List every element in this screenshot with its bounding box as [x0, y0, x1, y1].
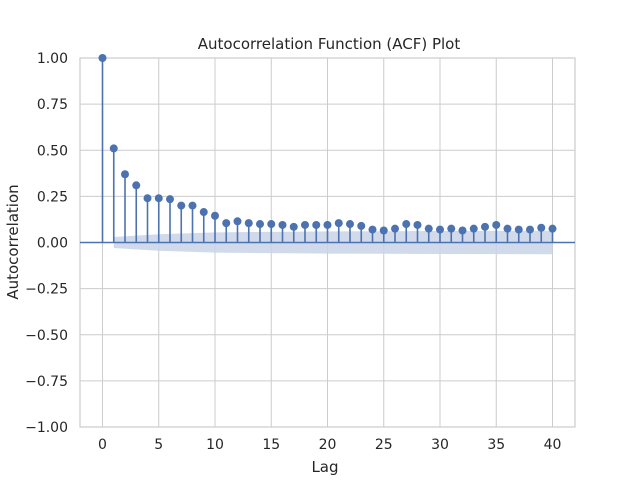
x-tick-label: 35 — [487, 437, 505, 453]
marker-lag-12 — [233, 217, 242, 226]
marker-lag-33 — [469, 224, 478, 233]
marker-lag-9 — [199, 208, 208, 217]
marker-lag-35 — [492, 220, 501, 229]
y-tick-label: −0.25 — [25, 282, 68, 298]
marker-lag-28 — [413, 220, 422, 229]
y-axis-label: Autocorrelation — [4, 184, 22, 299]
y-tick-label: 0.75 — [37, 97, 68, 113]
x-tick-label: 20 — [319, 437, 337, 453]
marker-lag-15 — [267, 220, 276, 229]
tick-labels: 0 5 10 15 20 25 30 35 40 −1.00 −0.75 −0.50 −0.25 0.00… — [25, 51, 561, 453]
marker-lag-37 — [514, 225, 523, 234]
marker-lag-2 — [121, 170, 129, 179]
x-tick-label: 5 — [154, 437, 163, 453]
x-tick-label: 0 — [98, 437, 107, 453]
marker-lag-8 — [188, 201, 197, 210]
x-axis-label: Lag — [311, 458, 338, 476]
y-tick-label: 0.25 — [37, 189, 68, 205]
marker-lag-22 — [346, 220, 354, 229]
x-tick-label: 15 — [262, 437, 280, 453]
marker-lag-19 — [312, 220, 321, 229]
marker-lag-0 — [98, 54, 107, 62]
marker-lag-30 — [436, 225, 444, 234]
marker-lag-26 — [391, 224, 399, 233]
marker-lag-20 — [323, 220, 332, 229]
y-tick-label: 1.00 — [37, 51, 68, 67]
marker-lag-17 — [289, 222, 298, 231]
x-tick-label: 10 — [206, 437, 224, 453]
marker-lag-1 — [109, 144, 118, 153]
marker-lag-3 — [132, 181, 141, 190]
marker-lag-18 — [301, 220, 309, 229]
marker-lag-39 — [537, 223, 546, 232]
marker-lag-13 — [244, 219, 253, 228]
marker-lag-21 — [334, 219, 343, 228]
marker-lag-5 — [154, 194, 163, 203]
x-tick-label: 25 — [375, 437, 393, 453]
marker-lag-14 — [256, 220, 264, 229]
y-tick-label: −0.75 — [25, 374, 68, 390]
marker-lag-40 — [548, 224, 557, 233]
marker-lag-27 — [402, 220, 411, 229]
x-tick-label: 30 — [431, 437, 449, 453]
marker-lag-7 — [177, 201, 186, 210]
y-tick-label: 0.50 — [37, 143, 68, 159]
marker-lag-31 — [447, 224, 456, 233]
marker-lag-36 — [503, 224, 512, 233]
marker-lag-11 — [222, 219, 231, 228]
marker-lag-24 — [368, 225, 377, 234]
marker-lag-4 — [143, 194, 152, 203]
y-tick-label: −1.00 — [25, 420, 68, 436]
marker-lag-16 — [278, 220, 287, 229]
marker-lag-29 — [424, 224, 433, 233]
marker-lag-25 — [379, 226, 388, 235]
y-tick-label: 0.00 — [37, 236, 68, 252]
marker-lag-38 — [526, 225, 534, 234]
marker-lag-34 — [481, 222, 489, 231]
marker-lag-23 — [357, 221, 366, 230]
y-tick-label: −0.50 — [25, 328, 68, 344]
x-tick-label: 40 — [544, 437, 562, 453]
marker-lag-6 — [166, 195, 174, 204]
chart-title: Autocorrelation Function (ACF) Plot — [198, 35, 461, 53]
markers — [98, 54, 557, 235]
marker-lag-32 — [458, 226, 467, 235]
marker-lag-10 — [211, 211, 219, 220]
